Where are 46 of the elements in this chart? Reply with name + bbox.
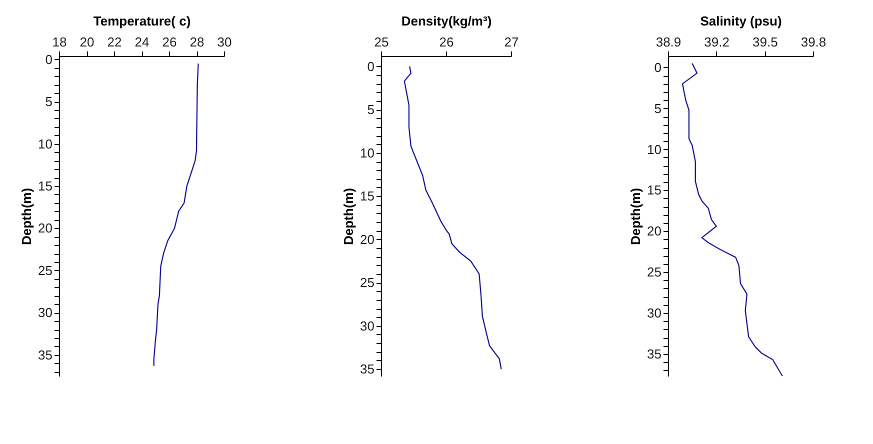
x-tick-label: 18 <box>52 34 67 50</box>
x-tick-label: 38.9 <box>656 34 682 50</box>
x-axis-title: Salinity (psu) <box>700 14 782 28</box>
line-series <box>682 62 783 377</box>
y-tick-label: 35 <box>360 362 374 377</box>
y-axis-title: Depth(m) <box>341 188 356 246</box>
y-axis-title: Depth(m) <box>628 188 644 246</box>
y-tick-label: 15 <box>360 188 374 204</box>
y-tick-label: 0 <box>367 58 374 74</box>
y-tick-label: 30 <box>647 305 662 320</box>
y-tick-label: 20 <box>360 232 374 247</box>
x-tick-label: 39.8 <box>800 34 826 50</box>
y-tick-label: 10 <box>38 136 52 152</box>
y-tick-label: 20 <box>38 220 52 236</box>
x-tick-label: 30 <box>217 34 232 50</box>
y-tick-label: 35 <box>38 347 52 362</box>
x-tick-label: 28 <box>190 34 204 50</box>
y-axis-title: Depth(m) <box>19 188 34 246</box>
y-tick-label: 25 <box>360 275 374 290</box>
x-tick-label: 24 <box>134 34 150 50</box>
y-tick-label: 0 <box>654 60 662 75</box>
y-tick-label: 35 <box>647 346 662 362</box>
y-tick-label: 30 <box>360 318 374 334</box>
x-axis-title: Temperature( c) <box>93 14 191 28</box>
x-tick-label: 20 <box>80 34 94 50</box>
y-tick-label: 15 <box>647 182 662 198</box>
y-tick-label: 20 <box>647 224 662 239</box>
x-tick-label: 39.5 <box>752 34 778 50</box>
y-tick-label: 5 <box>367 102 374 118</box>
x-tick-label: 22 <box>107 34 122 50</box>
y-tick-label: 30 <box>38 305 52 320</box>
x-tick-label: 26 <box>162 34 177 50</box>
y-tick-label: 15 <box>38 178 52 194</box>
x-tick-label: 27 <box>504 34 519 50</box>
x-tick-label: 26 <box>439 34 454 50</box>
y-tick-label: 5 <box>45 94 52 110</box>
x-axis-title: Density(kg/m³) <box>401 14 492 28</box>
y-tick-label: 5 <box>654 100 662 116</box>
y-tick-label: 10 <box>647 142 662 157</box>
y-tick-label: 10 <box>360 145 374 160</box>
y-tick-label: 25 <box>38 262 52 278</box>
y-tick-label: 0 <box>45 52 52 67</box>
y-tick-label: 25 <box>647 264 662 280</box>
line-series <box>153 63 199 366</box>
x-tick-label: 39.2 <box>704 34 730 50</box>
line-series <box>404 66 502 370</box>
